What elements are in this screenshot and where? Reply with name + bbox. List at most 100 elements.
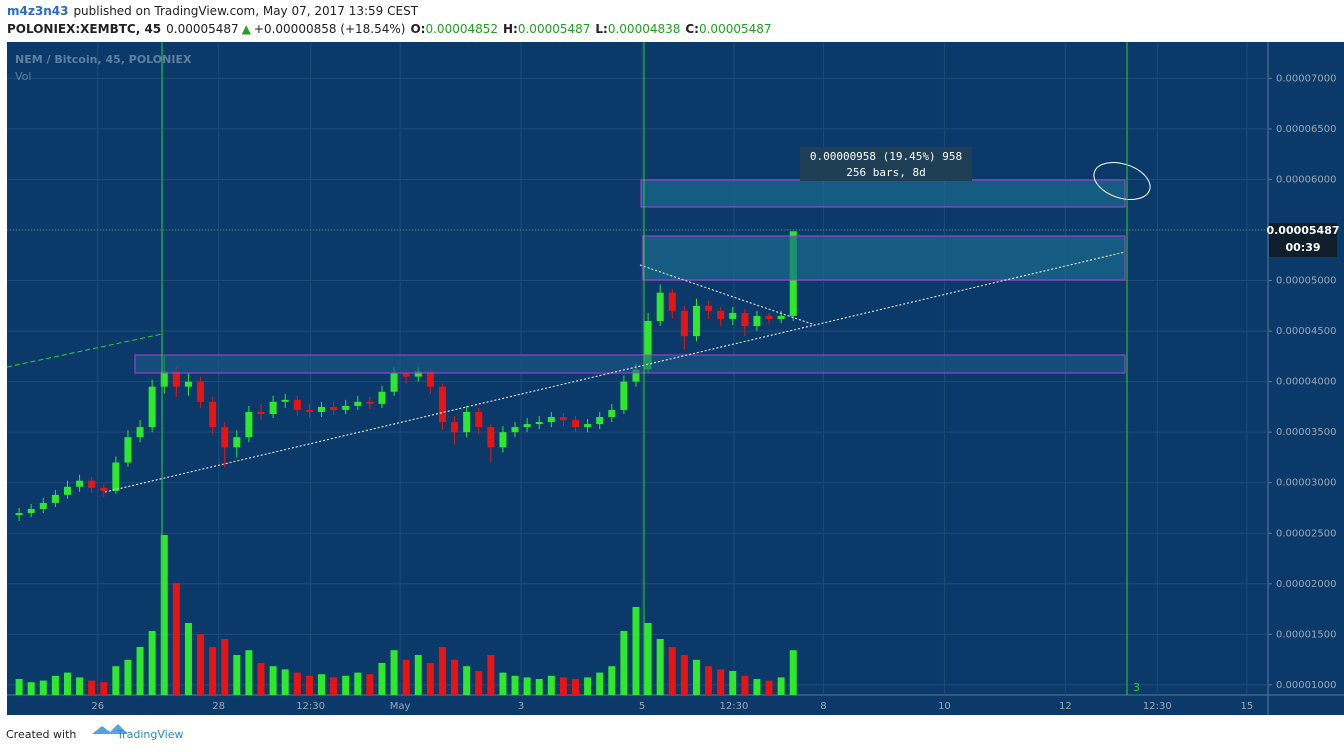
trend-line: [104, 251, 1126, 493]
candle-body: [269, 401, 277, 414]
x-tick-label: May: [390, 701, 411, 712]
volume-bar: [741, 675, 749, 695]
volume-bar: [402, 659, 410, 695]
candle-body: [499, 432, 507, 448]
x-tick-label: 5: [639, 701, 645, 712]
volume-bar: [390, 650, 398, 695]
candle-body: [414, 371, 422, 377]
volume-bar: [88, 680, 96, 695]
candle-body: [51, 494, 59, 503]
candle-body: [692, 305, 700, 337]
volume-bar: [160, 535, 168, 695]
candle-body: [124, 437, 132, 463]
c: 0.00005487: [699, 22, 772, 36]
trend-line: [639, 264, 816, 326]
volume-bar: [293, 672, 301, 695]
volume-label: Vol: [15, 70, 31, 83]
volume-bar: [366, 674, 374, 695]
candle-body: [63, 486, 71, 495]
o: 0.00004852: [425, 22, 498, 36]
volume-bar: [596, 672, 604, 695]
candle-body: [354, 401, 362, 406]
price-tag: [1269, 223, 1337, 257]
volume-bar: [644, 623, 652, 695]
candle-body: [572, 420, 580, 428]
candle-body: [342, 405, 350, 410]
last: 0.00005487: [166, 22, 239, 36]
candle-body: [753, 315, 761, 327]
y-tick-label: 0.00003500: [1276, 427, 1336, 438]
volume-bar: [680, 655, 688, 695]
volume-bar: [245, 650, 253, 695]
candle-body: [317, 406, 325, 412]
volume-bar: [15, 679, 23, 695]
candle-body: [281, 399, 289, 402]
author[interactable]: m4z3n43: [7, 4, 68, 18]
volume-bar: [257, 663, 265, 695]
volume-bar: [475, 671, 483, 695]
volume-bar: [523, 677, 531, 695]
volume-bar: [269, 666, 277, 695]
candle-body: [729, 312, 737, 319]
zone-box: [134, 354, 1126, 374]
volume-bar: [184, 623, 192, 695]
c-label: C:: [685, 22, 699, 36]
volume-bar: [499, 672, 507, 695]
volume-bar: [281, 669, 289, 695]
candle-body: [584, 424, 592, 428]
candle-body: [680, 310, 688, 337]
candle-body: [523, 424, 531, 428]
candle-body: [765, 315, 773, 319]
y-tick-label: 0.00001000: [1276, 680, 1336, 691]
candle-body: [438, 386, 446, 423]
y-tick-label: 0.00005000: [1276, 276, 1336, 287]
candle-body: [88, 480, 96, 488]
zone-box: [642, 235, 1126, 281]
candle-body: [535, 422, 543, 425]
candle-body: [705, 305, 713, 311]
candle-body: [39, 502, 47, 510]
volume-bar: [753, 679, 761, 695]
volume-bar: [789, 650, 797, 695]
candle-body: [475, 411, 483, 428]
candle-body: [27, 509, 35, 514]
volume-bar: [330, 677, 338, 695]
volume-bar: [305, 675, 313, 695]
candle-body: [511, 427, 519, 433]
symbol-line: POLONIEX:XEMBTC, 45 0.00005487 ▲ +0.0000085…: [7, 22, 772, 36]
price-axis: [1268, 42, 1344, 695]
candle-body: [402, 373, 410, 377]
footer-brand[interactable]: TradingView: [116, 728, 183, 741]
header-line: m4z3n43 published on TradingView.com, May…: [7, 4, 419, 18]
volume-bar: [487, 655, 495, 695]
published: published on TradingView.com, May 07, 20…: [73, 4, 418, 18]
volume-bar: [124, 659, 132, 695]
volume-bar: [547, 675, 555, 695]
candle-body: [136, 427, 144, 438]
volume-bar: [535, 679, 543, 695]
x-tick-label: 8: [820, 701, 826, 712]
x-tick-label: 28: [212, 701, 225, 712]
volume-bar: [197, 634, 205, 695]
volume-bar: [136, 647, 144, 695]
candle-body: [426, 371, 434, 387]
volume-bar: [148, 631, 156, 695]
volume-bar: [112, 666, 120, 695]
drawings: [6, 42, 1268, 695]
candle-body: [197, 381, 205, 402]
volume-bar: [463, 666, 471, 695]
volume-bar: [414, 655, 422, 695]
y-tick-label: 0.00001500: [1276, 629, 1336, 640]
x-tick-label: 12:30: [1143, 701, 1172, 712]
volume-bar: [729, 671, 737, 695]
price-tag-label: 0.00005487: [1266, 224, 1339, 237]
candle-body: [112, 462, 120, 491]
candle-body: [160, 371, 168, 387]
candle-body: [293, 399, 301, 410]
measure-box: [800, 147, 972, 181]
y-tick-label: 0.00002500: [1276, 528, 1336, 539]
change: +0.00000858 (+18.54%): [254, 22, 406, 36]
y-tick-label: 0.00006500: [1276, 124, 1336, 135]
h-label: H:: [503, 22, 518, 36]
